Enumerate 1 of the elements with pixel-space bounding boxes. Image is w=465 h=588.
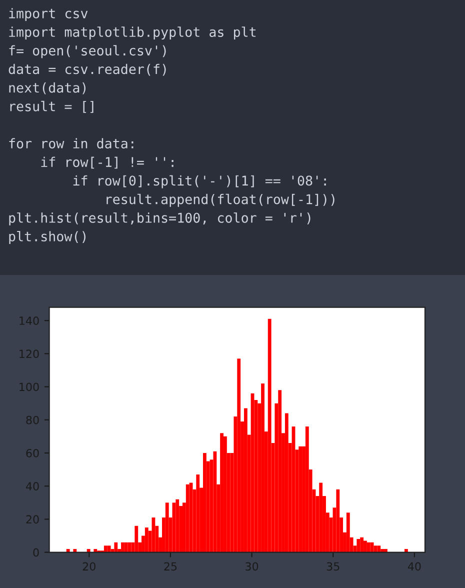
text: import csv import matplotlib.pyplot as plt f= open('seoul.csv') data = csv.reader(f) next(data) result = [] for row in data: if row[-1] != '': if row[0].split('-')[1] == '08': result.append(float(row[-1])) plt.hist(result,bins=100, color = 'r') plt.show() [8,8,334,244]
